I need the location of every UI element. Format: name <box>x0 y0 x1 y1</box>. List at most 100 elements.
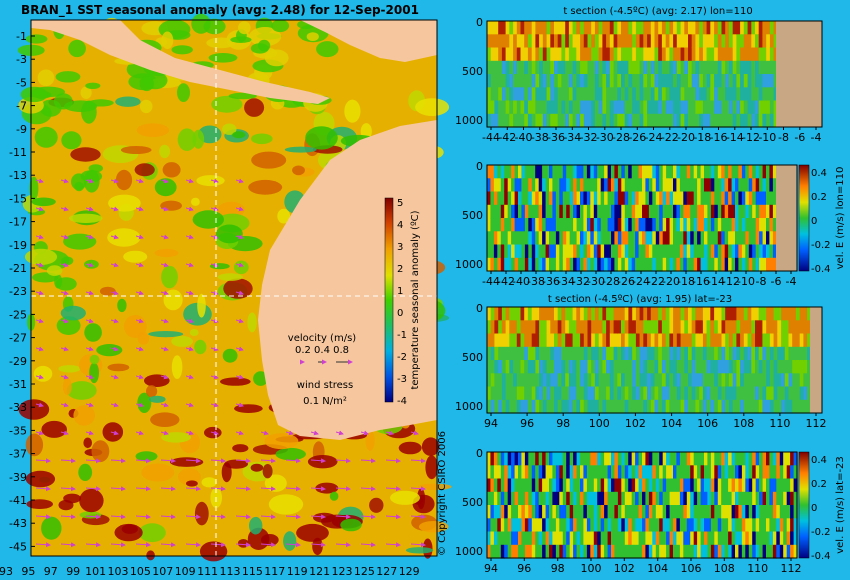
panel-cell <box>514 178 519 193</box>
map-anomaly-patch <box>251 151 287 169</box>
velocity-arrow <box>235 402 244 408</box>
panel-cell <box>752 452 757 466</box>
panel-cell <box>524 113 529 128</box>
panel-cell <box>724 491 729 506</box>
panel-cell <box>721 307 726 321</box>
panel-cell <box>741 165 746 179</box>
panel-cell <box>635 231 640 246</box>
panel-cell <box>769 491 774 506</box>
panel-cell <box>614 491 619 506</box>
panel-cell <box>535 478 540 493</box>
panel-cell <box>497 244 502 259</box>
panel-cell <box>594 74 600 88</box>
panel-cell <box>590 204 595 219</box>
panel-cell <box>590 505 595 519</box>
panel-cell <box>662 178 667 193</box>
panel-cell <box>490 244 495 259</box>
panel-cell <box>740 307 745 321</box>
panel-cell <box>654 333 659 348</box>
panel-cell <box>546 346 551 361</box>
panel-cell <box>769 257 774 272</box>
panel-cell <box>766 373 771 388</box>
velocity-arrow <box>185 542 201 548</box>
panel-cell <box>745 218 750 232</box>
panel-cell <box>658 47 663 62</box>
panel-cell <box>542 47 548 62</box>
panel-cell <box>662 518 667 533</box>
panel-cell <box>535 165 540 179</box>
panel-cell <box>604 531 609 546</box>
panel-cell <box>501 113 507 128</box>
panel-cell <box>669 257 674 272</box>
velocity-arrow <box>185 430 194 436</box>
panel-cell <box>745 244 750 259</box>
panel-cell <box>773 21 778 35</box>
panel-cell <box>583 478 588 493</box>
panel-cell <box>699 399 704 414</box>
panel-cell <box>769 518 774 533</box>
panel-cell <box>731 544 736 559</box>
panel-cell <box>676 165 681 179</box>
velocity-arrow <box>85 430 94 436</box>
panel-cell <box>676 531 681 546</box>
panel-cell <box>628 346 633 361</box>
panel-cell <box>638 244 643 259</box>
panel-cell <box>721 178 726 193</box>
panel-cell <box>617 465 622 480</box>
map-anomaly-patch <box>139 99 153 114</box>
panel-cell <box>655 231 660 246</box>
panel-cell <box>527 34 533 49</box>
panel-cell <box>762 399 767 414</box>
panel-cell <box>639 360 644 374</box>
panel-cell <box>648 491 653 506</box>
panel-cell <box>745 491 750 506</box>
panel-cell <box>611 231 615 246</box>
panel-cell <box>576 386 581 401</box>
panel-cell <box>704 165 708 179</box>
panel-cell <box>504 544 509 559</box>
panel-cell <box>542 307 548 321</box>
panel-cell <box>666 531 671 546</box>
panel-cell <box>736 74 741 88</box>
panel-cell <box>631 544 636 559</box>
panel-cell <box>803 346 808 361</box>
velocity-arrow <box>110 206 119 212</box>
map-anomaly-patch <box>292 165 305 176</box>
panel-cell <box>700 544 705 559</box>
panel-cell <box>686 465 691 480</box>
panel-cell <box>557 346 562 361</box>
panel-cell <box>769 307 775 321</box>
panel-cell <box>693 178 698 193</box>
panel-cell <box>783 544 788 559</box>
panel-cell <box>487 373 492 388</box>
panel-cell <box>535 346 540 361</box>
panel-cell <box>673 178 677 193</box>
panel-cell <box>635 178 640 193</box>
panel-cell <box>611 178 615 193</box>
panel-cell <box>594 373 600 388</box>
panel-cell <box>752 178 757 193</box>
panel-cell <box>498 360 503 374</box>
panel-cell <box>684 100 689 115</box>
panel-cell <box>673 360 678 374</box>
panel-cell <box>557 113 562 128</box>
panel-cell <box>690 491 695 506</box>
velocity-arrow <box>410 458 426 464</box>
velocity-arrow <box>160 234 169 240</box>
panel-cell <box>614 191 619 206</box>
panel-cell <box>665 113 670 128</box>
panel-cell <box>707 165 712 179</box>
panel-cell <box>676 204 681 219</box>
panel-cell <box>645 165 650 179</box>
panel-cell <box>790 452 795 466</box>
panel-cell <box>520 386 525 401</box>
panel-cell <box>759 204 764 219</box>
panel-cell <box>731 231 736 246</box>
panel-cell <box>514 218 519 232</box>
panel-cell <box>631 244 636 259</box>
panel-cell <box>721 21 726 35</box>
velocity-arrow <box>35 234 44 240</box>
panel-cell <box>542 191 547 206</box>
panel-cell <box>598 399 603 414</box>
panel-cell <box>535 191 540 206</box>
